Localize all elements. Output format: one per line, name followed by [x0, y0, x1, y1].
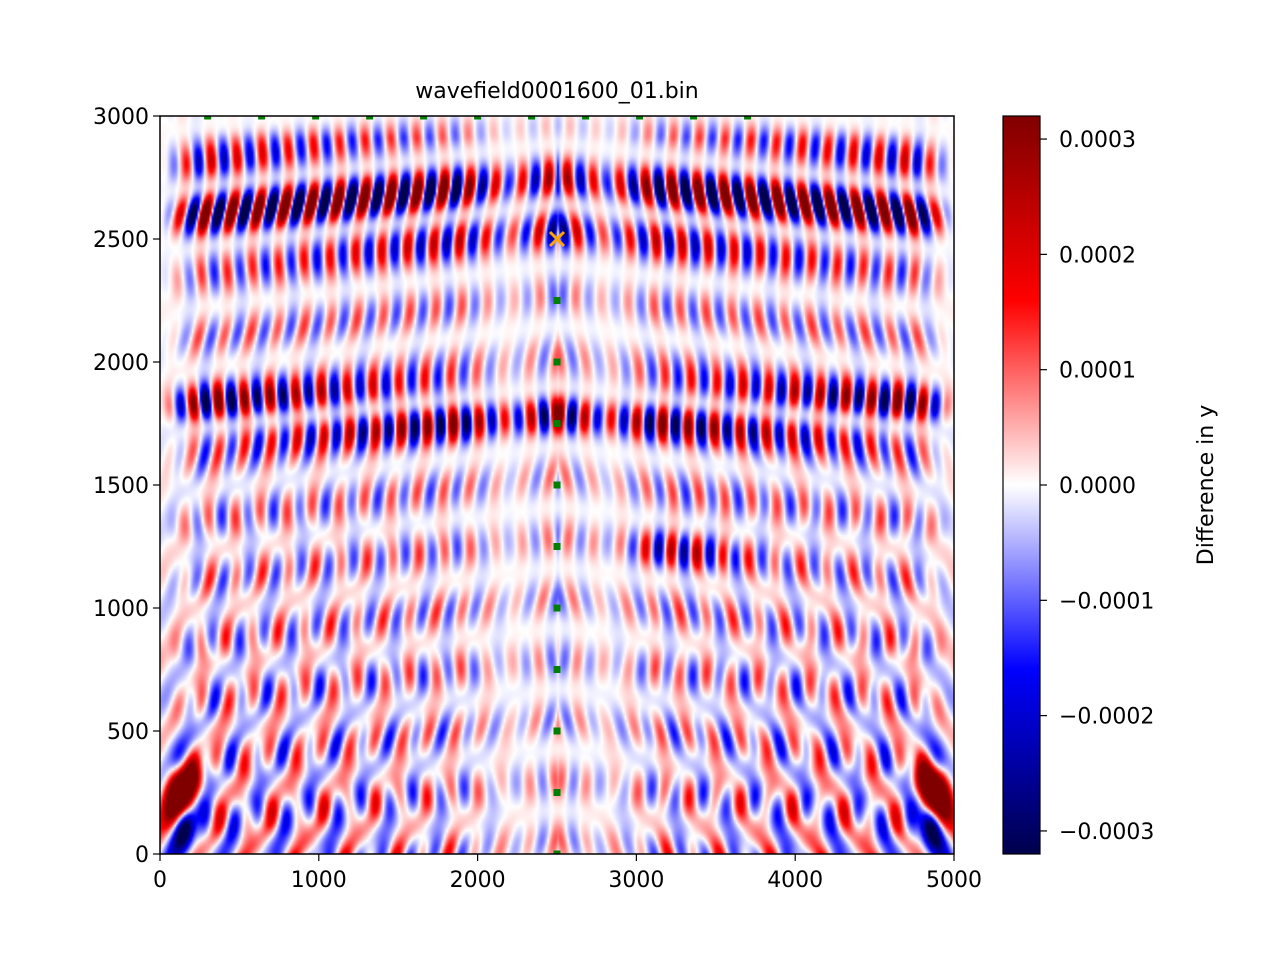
- receiver-marker: [474, 116, 482, 120]
- receiver-marker: [312, 116, 320, 120]
- receiver-marker: [690, 116, 698, 120]
- receiver-marker: [553, 666, 561, 673]
- chart-title: wavefield0001600_01.bin: [415, 79, 699, 104]
- receiver-marker: [553, 727, 561, 735]
- receiver-marker: [528, 116, 536, 120]
- source-marker: [548, 230, 566, 248]
- receiver-marker: [744, 116, 752, 120]
- colorbar: 0.0003 0.0002 0.0001 0.0000 −0.0001 −0.0002 −0…: [1002, 115, 1219, 855]
- receiver-marker: [553, 604, 561, 612]
- receiver-marker: [553, 297, 561, 304]
- receiver-marker: [420, 116, 428, 120]
- plot-area: [159, 115, 955, 855]
- y-tick-label: 1500: [93, 474, 149, 499]
- colorbar-label: Difference in y: [1194, 405, 1219, 565]
- y-axis: 0 500 1000 1500 2000 2500 3000: [93, 105, 160, 868]
- colorbar-tick-label: −0.0003: [1059, 820, 1154, 845]
- receiver-marker: [553, 850, 561, 854]
- colorbar-bar: [1002, 115, 1041, 855]
- colorbar-tick-label: 0.0000: [1059, 474, 1136, 499]
- colorbar-ticks: 0.0003 0.0002 0.0001 0.0000 −0.0001 −0.0002 −0…: [1040, 128, 1154, 845]
- y-tick-label: 1000: [93, 597, 149, 622]
- colorbar-tick-label: 0.0003: [1059, 128, 1136, 153]
- receiver-marker: [553, 789, 561, 796]
- x-tick-label: 2000: [450, 868, 506, 893]
- x-tick-label: 5000: [926, 868, 982, 893]
- receiver-marker: [204, 116, 212, 120]
- y-tick-label: 500: [107, 720, 149, 745]
- receiver-marker: [366, 116, 374, 120]
- y-tick-label: 3000: [93, 105, 149, 130]
- colorbar-tick-label: −0.0001: [1059, 589, 1154, 614]
- receiver-marker: [636, 116, 644, 120]
- colorbar-tick-label: 0.0001: [1059, 359, 1136, 384]
- x-tick-label: 4000: [767, 868, 823, 893]
- receiver-marker: [582, 116, 590, 120]
- y-tick-label: 2500: [93, 228, 149, 253]
- x-axis: 0 1000 2000 3000 4000 5000: [153, 854, 982, 893]
- x-tick-label: 0: [153, 868, 167, 893]
- receiver-marker: [553, 420, 561, 427]
- receiver-marker: [553, 481, 561, 489]
- receiver-marker: [258, 116, 266, 120]
- y-tick-label: 2000: [93, 351, 149, 376]
- x-tick-label: 1000: [291, 868, 347, 893]
- x-tick-label: 3000: [608, 868, 664, 893]
- colorbar-tick-label: −0.0002: [1059, 705, 1154, 730]
- colorbar-tick-label: 0.0002: [1059, 243, 1136, 268]
- receiver-marker: [553, 543, 561, 550]
- y-tick-label: 0: [135, 843, 149, 868]
- markers-layer: [204, 116, 752, 854]
- receiver-marker: [553, 358, 561, 366]
